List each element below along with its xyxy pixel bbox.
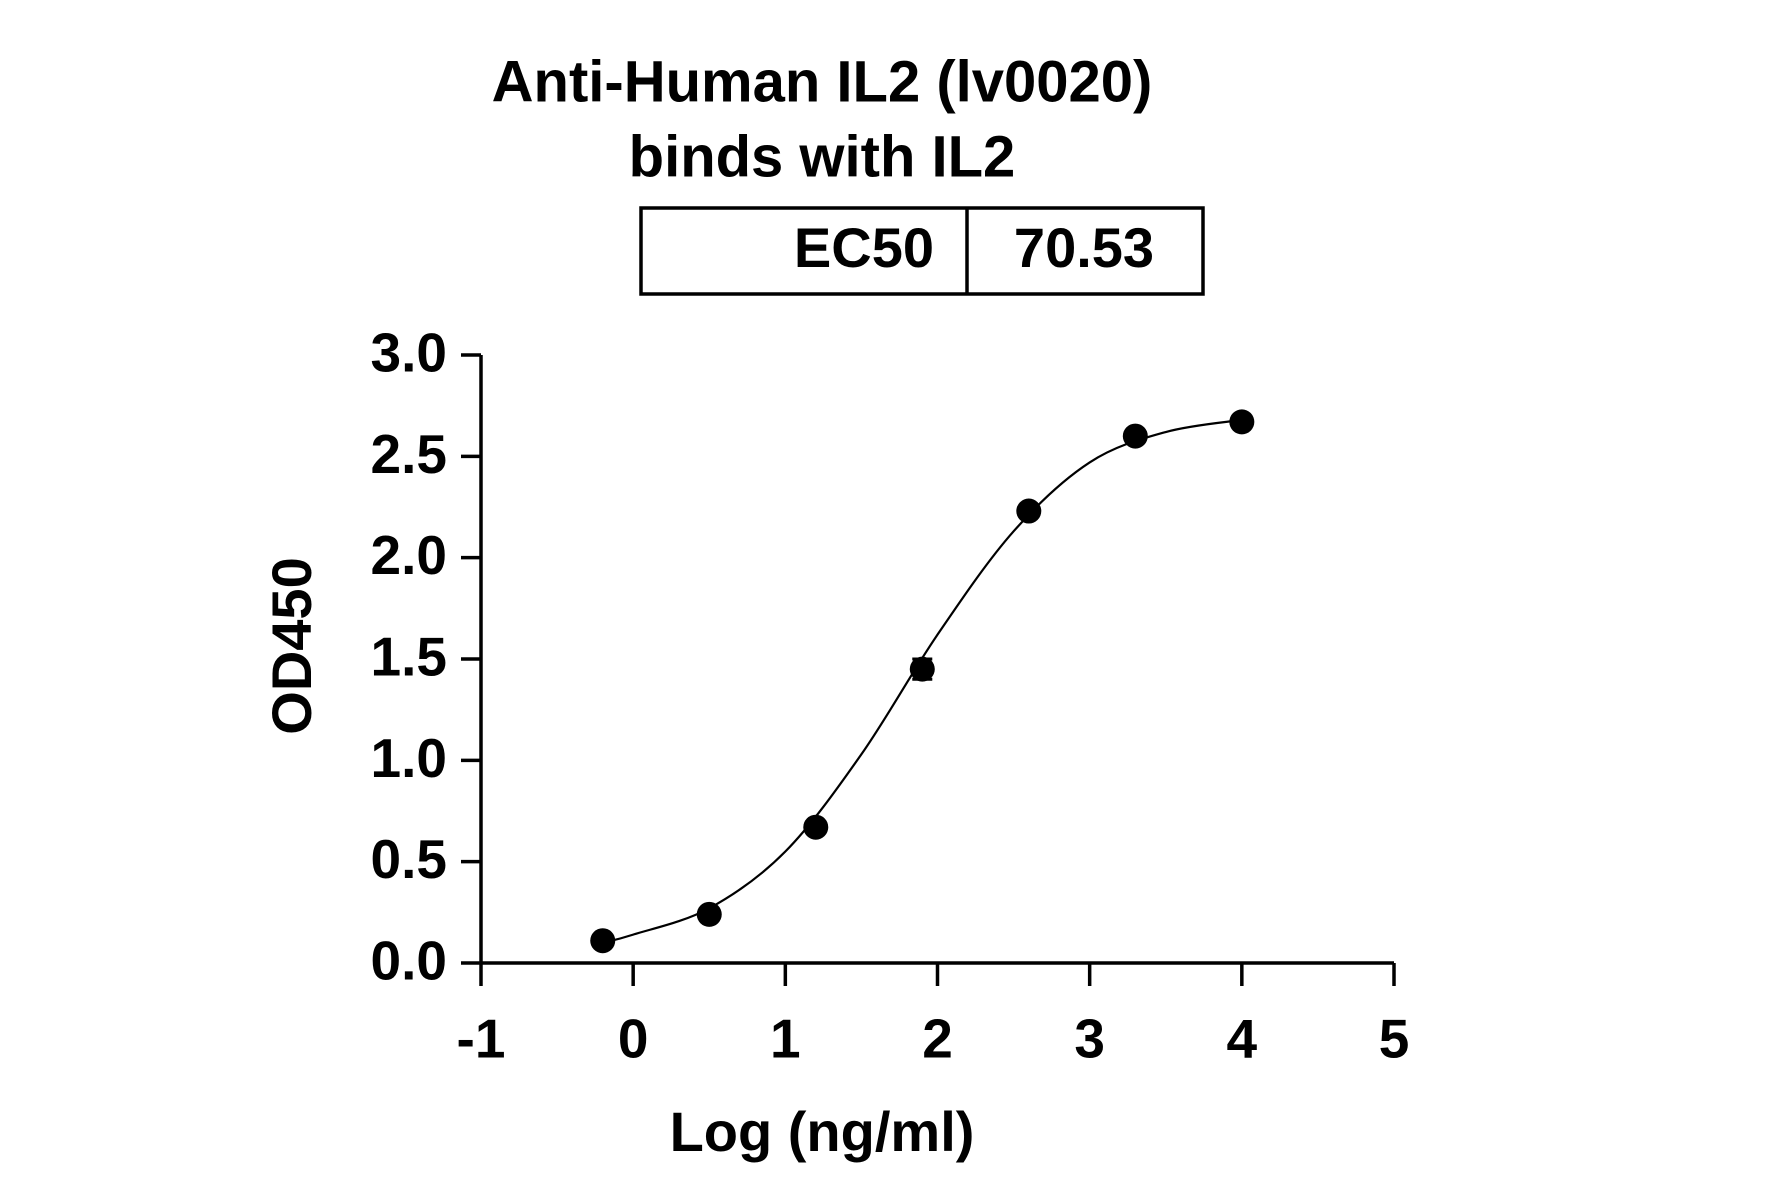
data-point (1122, 423, 1148, 449)
x-tick-label: 0 (618, 1008, 649, 1070)
ec50-value: 70.53 (1014, 216, 1154, 279)
y-tick-label: 0.0 (371, 930, 447, 992)
ec50-label: EC50 (794, 216, 934, 279)
fit-curve (602, 418, 1243, 944)
x-tick-label: 3 (1074, 1008, 1105, 1070)
y-tick-label: 3.0 (371, 322, 447, 384)
x-tick-label: 4 (1227, 1008, 1258, 1070)
data-point (696, 901, 722, 927)
x-axis-label: Log (ng/ml) (670, 1100, 975, 1163)
x-tick-label: 1 (770, 1008, 801, 1070)
y-tick-label: 0.5 (371, 828, 447, 890)
data-point (909, 656, 935, 682)
data-point (590, 928, 616, 954)
x-tick-label: 2 (922, 1008, 953, 1070)
y-tick-label: 2.5 (371, 423, 447, 485)
ec50-box (639, 206, 1205, 296)
data-point (1016, 498, 1042, 524)
chart-subtitle: binds with IL2 (629, 124, 1016, 189)
x-tick-label: -1 (457, 1008, 506, 1070)
y-tick-label: 1.0 (371, 727, 447, 789)
data-point (803, 814, 829, 840)
data-point (1229, 409, 1255, 435)
y-tick-label: 2.0 (371, 524, 447, 586)
y-tick-label: 1.5 (371, 626, 447, 688)
chart-title: Anti-Human IL2 (lv0020) (492, 49, 1153, 114)
x-tick-label: 5 (1379, 1008, 1410, 1070)
y-axis-label: OD450 (260, 557, 323, 734)
